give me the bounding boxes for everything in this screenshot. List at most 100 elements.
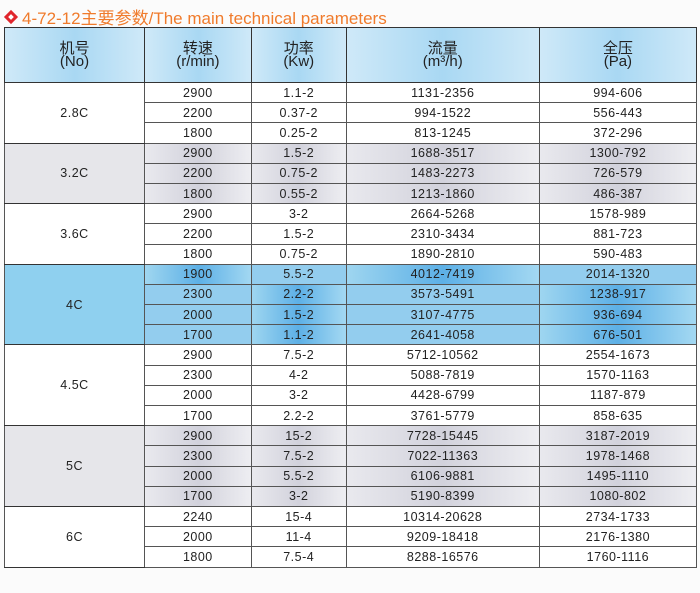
- speed-cell: 2200: [144, 223, 252, 245]
- diamond-bullet-icon: [3, 9, 19, 24]
- flow-cell: 5190-8399: [345, 485, 540, 507]
- pressure-cell: 676-501: [538, 324, 698, 346]
- header-cn: 功率: [283, 40, 314, 57]
- table-row: 2200 1.5-2 2310-3434 881-723: [5, 223, 698, 245]
- header-row: 机号 (No) 转速 (r/min) 功率 (Kw) 流量 (m³/h) 全压 (Pa): [4, 27, 698, 83]
- table-row: 1800 0.75-2 1890-2810 590-483: [5, 243, 698, 265]
- pressure-cell: 556-443: [538, 102, 698, 124]
- table-row: 2000 1.5-2 3107-4775 936-694: [5, 304, 698, 326]
- power-cell: 0.55-2: [250, 182, 347, 205]
- speed-cell: 2900: [144, 425, 252, 447]
- pressure-cell: 1300-792: [538, 142, 698, 164]
- speed-cell: 2000: [144, 384, 252, 407]
- speed-cell: 2000: [144, 526, 252, 548]
- power-cell: 0.25-2: [250, 122, 347, 144]
- flow-cell: 5088-7819: [345, 364, 540, 386]
- speed-cell: 1900: [144, 263, 252, 285]
- table-row: 3.2C 2900 1.5-2 1688-3517 1300-792: [4, 142, 698, 205]
- model-cell: 6C: [4, 505, 145, 568]
- header-cn: 流量: [427, 40, 458, 57]
- power-cell: 1.1-2: [250, 324, 347, 346]
- pressure-cell: 2176-1380: [538, 526, 698, 548]
- flow-cell: 3761-5779: [345, 404, 540, 427]
- flow-cell: 1890-2810: [345, 243, 540, 265]
- power-cell: 7.5-4: [250, 546, 347, 568]
- power-cell: 2.2-2: [250, 404, 347, 427]
- table-row: 2000 3-2 4428-6799 1187-879: [5, 384, 698, 407]
- speed-cell: 1800: [144, 243, 252, 265]
- table-row: 2200 0.75-2 1483-2273 726-579: [5, 162, 698, 184]
- speed-cell: 2900: [144, 203, 252, 225]
- speed-cell: 1800: [144, 122, 252, 144]
- speed-cell: 2240: [144, 505, 252, 528]
- table-row: 3.6C 2900 3-2 2664-5268 1578-989: [4, 203, 698, 265]
- table-row: 2200 0.37-2 994-1522 556-443: [5, 102, 698, 124]
- pressure-cell: 3187-2019: [538, 425, 698, 447]
- flow-cell: 2664-5268: [345, 203, 540, 225]
- header-speed: 转速 (r/min): [144, 27, 252, 83]
- header-en: (Kw): [283, 53, 315, 70]
- flow-cell: 8288-16576: [345, 546, 540, 568]
- table-row: 2300 4-2 5088-7819 1570-1163: [5, 364, 698, 386]
- pressure-cell: 726-579: [538, 162, 698, 184]
- table-row: 4.5C 2900 7.5-2 5712-10562 2554-1673: [4, 344, 698, 427]
- power-cell: 3-2: [250, 203, 347, 225]
- flow-cell: 4428-6799: [345, 384, 540, 407]
- title-text: 4-72-12主要参数/The main technical parameter…: [22, 9, 387, 28]
- power-cell: 3-2: [250, 384, 347, 407]
- flow-cell: 6106-9881: [345, 465, 540, 487]
- header-cn: 全压: [602, 40, 633, 57]
- speed-cell: 1700: [144, 324, 252, 346]
- flow-cell: 1688-3517: [345, 142, 540, 164]
- flow-cell: 2310-3434: [345, 223, 540, 245]
- flow-cell: 10314-20628: [345, 505, 540, 528]
- speed-cell: 2300: [144, 364, 252, 386]
- speed-cell: 2000: [144, 304, 252, 326]
- header-en: (r/min): [176, 53, 220, 70]
- flow-cell: 4012-7419: [345, 263, 540, 285]
- table-row: 1800 0.25-2 813-1245 372-296: [5, 122, 698, 144]
- power-cell: 15-2: [250, 425, 347, 447]
- header-pressure: 全压 (Pa): [538, 27, 698, 83]
- table-row: 1800 0.55-2 1213-1860 486-387: [5, 182, 698, 205]
- flow-cell: 2641-4058: [345, 324, 540, 346]
- speed-cell: 2200: [144, 102, 252, 124]
- header-en: (m³/h): [422, 53, 463, 70]
- page-title: 4-72-12主要参数/The main technical parameter…: [3, 4, 387, 29]
- table-row: 1800 7.5-4 8288-16576 1760-1116: [5, 546, 698, 568]
- pressure-cell: 1760-1116: [538, 546, 698, 568]
- pressure-cell: 372-296: [538, 122, 698, 144]
- power-cell: 5.5-2: [250, 263, 347, 285]
- power-cell: 1.5-2: [250, 304, 347, 326]
- model-cell: 4C: [4, 263, 145, 346]
- power-cell: 7.5-2: [250, 445, 347, 467]
- speed-cell: 2200: [144, 162, 252, 184]
- table-row: 6C 2240 15-4 10314-20628 2734-1733: [4, 505, 698, 568]
- flow-cell: 1213-1860: [345, 182, 540, 205]
- header-cn: 转速: [182, 40, 213, 57]
- power-cell: 1.1-2: [250, 81, 347, 104]
- table-body: 2.8C 2900 1.1-2 1131-2356 994-606 2200 0.37-2 9…: [4, 81, 698, 568]
- model-cell: 3.6C: [4, 203, 145, 265]
- power-cell: 1.5-2: [250, 223, 347, 245]
- model-cell: 3.2C: [4, 142, 145, 205]
- pressure-cell: 2014-1320: [538, 263, 698, 285]
- pressure-cell: 590-483: [538, 243, 698, 265]
- model-cell: 5C: [4, 425, 145, 507]
- flow-cell: 3107-4775: [345, 304, 540, 326]
- speed-cell: 2300: [144, 283, 252, 306]
- header-power: 功率 (Kw): [250, 27, 347, 83]
- speed-cell: 2900: [144, 344, 252, 366]
- power-cell: 11-4: [250, 526, 347, 548]
- power-cell: 0.75-2: [250, 162, 347, 184]
- table-row: 2.8C 2900 1.1-2 1131-2356 994-606: [4, 81, 698, 144]
- model-cell: 4.5C: [4, 344, 145, 427]
- power-cell: 3-2: [250, 485, 347, 507]
- speed-cell: 2900: [144, 81, 252, 104]
- pressure-cell: 1238-917: [538, 283, 698, 306]
- power-cell: 0.75-2: [250, 243, 347, 265]
- pressure-cell: 2554-1673: [538, 344, 698, 366]
- power-cell: 15-4: [250, 505, 347, 528]
- table-row: 2000 11-4 9209-18418 2176-1380: [5, 526, 698, 548]
- parameters-table: 机号 (No) 转速 (r/min) 功率 (Kw) 流量 (m³/h) 全压 (Pa) …: [4, 27, 698, 568]
